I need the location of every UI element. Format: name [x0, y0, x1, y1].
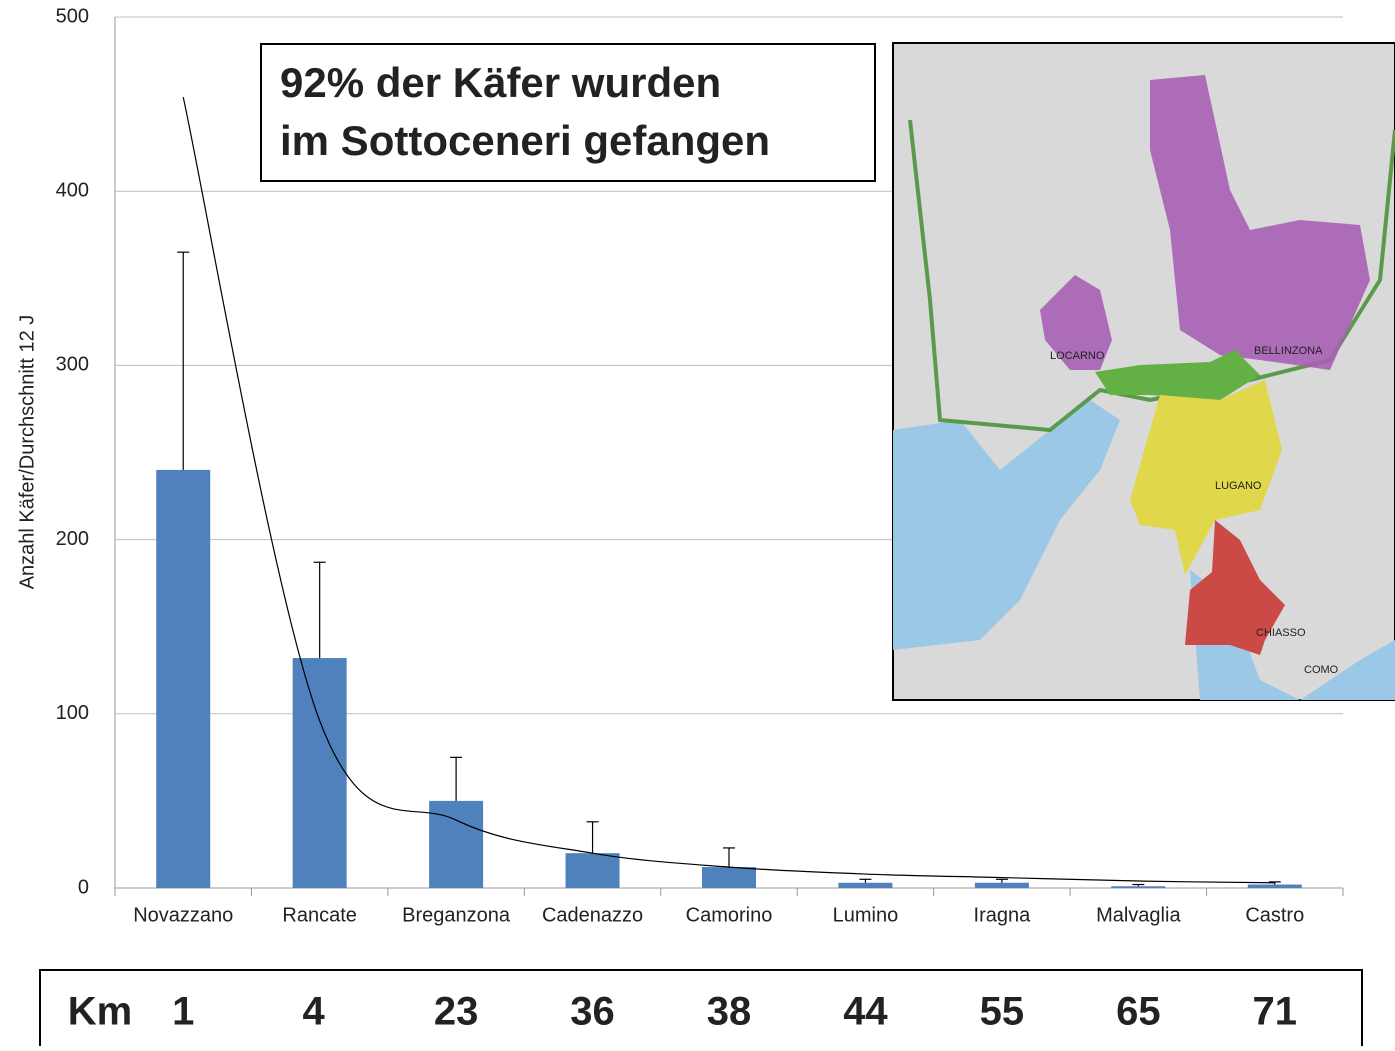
annotation-line: im Sottoceneri gefangen	[280, 117, 770, 164]
y-axis-label: Anzahl Käfer/Durchschnitt 12 J	[16, 315, 38, 590]
distance-label: Km	[68, 990, 132, 1034]
distance-box	[39, 969, 1363, 1051]
distance-value: 23	[434, 990, 479, 1034]
trend-line	[182, 97, 1275, 884]
x-tick-label: Lumino	[833, 904, 899, 926]
x-tick-label: Castro	[1245, 904, 1304, 926]
bar	[292, 658, 347, 888]
error-bar	[995, 878, 1008, 883]
bar	[974, 882, 1029, 888]
x-tick-label: Rancate	[282, 904, 357, 926]
error-bar	[859, 878, 872, 883]
map-label: CHIASSO	[1256, 627, 1306, 639]
distance-value: 4	[303, 990, 326, 1034]
y-tick-label: 300	[56, 354, 89, 376]
distance-value: 65	[1116, 990, 1161, 1034]
y-tick-label: 200	[56, 528, 89, 550]
region-north	[1040, 275, 1112, 370]
distance-row: 1 4 23 36 38 44 55 65 71	[172, 990, 1297, 1034]
y-tick-label: 400	[56, 179, 89, 201]
error-bar	[450, 756, 463, 801]
x-tick-label: Novazzano	[133, 904, 233, 926]
region-lugano	[1130, 380, 1282, 575]
bar	[838, 882, 893, 888]
x-tick-label: Iragna	[974, 904, 1032, 926]
distance-value: 36	[570, 990, 615, 1034]
bar	[702, 867, 756, 888]
bar	[156, 469, 211, 888]
x-tick-label: Malvaglia	[1096, 904, 1181, 926]
region-north	[1150, 75, 1370, 370]
map-inset: LOCARNO BELLINZONA LUGANO CHIASSO COMO	[892, 42, 1395, 701]
annotation-line: 92% der Käfer wurden	[280, 59, 721, 106]
y-tick-label: 100	[56, 702, 89, 724]
error-bar	[723, 847, 735, 868]
distance-value: 1	[172, 990, 194, 1034]
distance-value: 44	[843, 990, 888, 1034]
annotation-box	[260, 43, 876, 182]
distance-value: 38	[707, 990, 752, 1034]
region-mendrisiotto	[1185, 520, 1285, 655]
lake	[893, 400, 1120, 650]
map-label: BELLINZONA	[1254, 345, 1323, 357]
distance-value: 71	[1253, 990, 1298, 1034]
distance-value: 55	[980, 990, 1025, 1034]
error-bar	[586, 821, 599, 854]
bar	[1247, 884, 1302, 888]
grid: 0 100 200 300 400 500 Novazzano Rancate Breganzo…	[56, 5, 1344, 926]
x-tick-label: Camorino	[686, 904, 773, 926]
map-label: LOCARNO	[1050, 350, 1105, 362]
y-tick-label: 0	[78, 876, 89, 898]
map-label: LUGANO	[1215, 480, 1262, 492]
bar	[1111, 886, 1166, 888]
error-bar	[313, 561, 326, 659]
error-bar	[177, 251, 190, 470]
error-bar	[1132, 883, 1145, 887]
x-tick-label: Breganzona	[402, 904, 511, 926]
bar	[565, 853, 620, 888]
map-label: COMO	[1304, 664, 1339, 676]
lake	[1190, 570, 1395, 700]
marks	[156, 97, 1302, 888]
y-tick-label: 500	[56, 5, 89, 27]
bar	[429, 800, 484, 888]
region-central	[1095, 350, 1260, 400]
x-tick-label: Cadenazzo	[542, 904, 643, 926]
